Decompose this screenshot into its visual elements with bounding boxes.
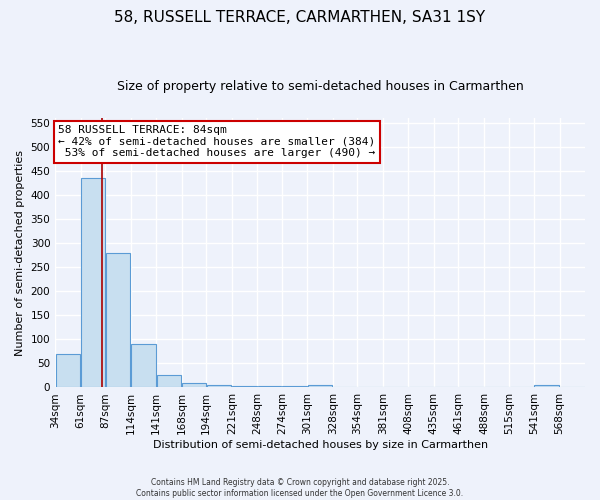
Text: 58, RUSSELL TERRACE, CARMARTHEN, SA31 1SY: 58, RUSSELL TERRACE, CARMARTHEN, SA31 1S… xyxy=(115,10,485,25)
Text: 58 RUSSELL TERRACE: 84sqm
← 42% of semi-detached houses are smaller (384)
 53% o: 58 RUSSELL TERRACE: 84sqm ← 42% of semi-… xyxy=(58,125,375,158)
Bar xyxy=(131,344,156,388)
Bar xyxy=(81,178,105,388)
Text: Contains HM Land Registry data © Crown copyright and database right 2025.
Contai: Contains HM Land Registry data © Crown c… xyxy=(136,478,464,498)
Bar xyxy=(56,354,80,388)
Bar xyxy=(157,376,181,388)
X-axis label: Distribution of semi-detached houses by size in Carmarthen: Distribution of semi-detached houses by … xyxy=(152,440,488,450)
Bar xyxy=(206,385,232,388)
Bar xyxy=(535,385,559,388)
Bar xyxy=(232,386,257,388)
Bar xyxy=(106,252,130,388)
Bar xyxy=(282,386,307,388)
Bar xyxy=(308,385,332,388)
Y-axis label: Number of semi-detached properties: Number of semi-detached properties xyxy=(15,150,25,356)
Bar xyxy=(182,382,206,388)
Title: Size of property relative to semi-detached houses in Carmarthen: Size of property relative to semi-detach… xyxy=(117,80,523,93)
Bar xyxy=(257,386,281,388)
